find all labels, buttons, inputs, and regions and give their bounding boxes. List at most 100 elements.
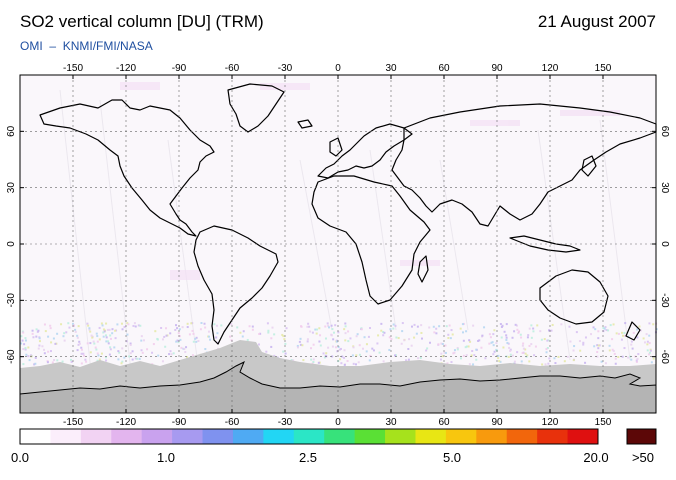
colorbar-label-20: 20.0 xyxy=(583,450,609,465)
noise-pixel xyxy=(369,327,372,330)
noise-pixel xyxy=(490,341,493,344)
lon-tick-label-top: -120 xyxy=(116,63,136,74)
noise-pixel xyxy=(181,326,184,329)
noise-pixel xyxy=(596,351,599,354)
noise-pixel xyxy=(614,357,617,360)
noise-pixel xyxy=(450,329,453,332)
map-title: SO2 vertical column [DU] (TRM) xyxy=(20,12,264,31)
noise-pixel xyxy=(213,323,216,326)
credit-institutions: KNMI/FMI/NASA xyxy=(62,39,153,53)
noise-pixel xyxy=(365,343,368,346)
noise-pixel xyxy=(24,339,27,342)
noise-pixel xyxy=(545,351,548,354)
noise-pixel xyxy=(351,354,354,357)
noise-pixel xyxy=(488,342,491,345)
colorbar-frame xyxy=(19,428,599,445)
noise-pixel xyxy=(52,337,55,340)
noise-pixel xyxy=(49,350,52,353)
noise-pixel xyxy=(242,330,245,333)
noise-pixel xyxy=(160,326,163,329)
noise-pixel xyxy=(80,346,83,349)
noise-pixel xyxy=(175,340,178,343)
noise-pixel xyxy=(528,344,531,347)
noise-pixel xyxy=(24,348,27,351)
lon-tick-label-top: 0 xyxy=(335,63,341,74)
noise-pixel xyxy=(407,348,410,351)
noise-pixel xyxy=(27,346,30,349)
noise-pixel xyxy=(95,332,98,335)
noise-pixel xyxy=(582,341,585,344)
colorbar-label-1: 1.0 xyxy=(156,450,176,465)
noise-pixel xyxy=(306,325,309,328)
noise-pixel xyxy=(505,334,508,337)
noise-pixel xyxy=(415,332,418,335)
colorbar-segment xyxy=(567,429,599,444)
noise-pixel xyxy=(495,342,498,345)
lat-tick-label-left: 30 xyxy=(6,182,17,194)
noise-pixel xyxy=(98,358,101,361)
noise-pixel xyxy=(609,324,612,327)
lon-tick-label-top: -90 xyxy=(172,63,187,74)
noise-pixel xyxy=(128,355,131,358)
noise-pixel xyxy=(97,354,100,357)
noise-pixel xyxy=(96,352,99,355)
noise-pixel xyxy=(498,360,501,363)
noise-pixel xyxy=(371,347,374,350)
noise-pixel xyxy=(195,340,198,343)
noise-pixel xyxy=(188,333,191,336)
noise-pixel xyxy=(312,358,315,361)
noise-pixel xyxy=(400,342,403,345)
noise-pixel xyxy=(543,338,546,341)
noise-pixel xyxy=(117,358,120,361)
noise-pixel xyxy=(80,348,83,351)
lon-tick-label-bottom: -90 xyxy=(172,417,187,428)
noise-pixel xyxy=(43,323,46,326)
noise-pixel xyxy=(204,326,207,329)
noise-pixel xyxy=(470,354,473,357)
noise-pixel xyxy=(530,343,533,346)
noise-pixel xyxy=(401,330,404,333)
noise-pixel xyxy=(33,363,36,366)
noise-pixel xyxy=(46,361,49,364)
noise-pixel xyxy=(611,348,614,351)
noise-pixel xyxy=(330,324,333,327)
lat-tick-label-left: -60 xyxy=(6,349,17,364)
noise-pixel xyxy=(382,360,385,363)
noise-pixel xyxy=(505,323,508,326)
noise-pixel xyxy=(41,345,44,348)
noise-pixel xyxy=(109,348,112,351)
noise-pixel xyxy=(492,333,495,336)
noise-pixel xyxy=(296,344,299,347)
noise-pixel xyxy=(622,334,625,337)
noise-pixel xyxy=(332,338,335,341)
lat-tick-label-right: 60 xyxy=(659,126,670,138)
noise-pixel xyxy=(515,324,518,327)
noise-pixel xyxy=(38,337,41,340)
noise-pixel xyxy=(432,325,435,328)
lon-tick-label-top: 150 xyxy=(595,63,612,74)
noise-pixel xyxy=(462,339,465,342)
noise-pixel xyxy=(493,329,496,332)
noise-pixel xyxy=(441,342,444,345)
noise-pixel xyxy=(447,337,450,340)
coastline-north-america xyxy=(39,99,215,237)
noise-pixel xyxy=(632,331,635,334)
noise-pixel xyxy=(541,363,544,366)
noise-pixel xyxy=(270,345,273,348)
colorbar-segment xyxy=(263,429,295,444)
noise-pixel xyxy=(416,325,419,328)
noise-pixel xyxy=(126,333,129,336)
noise-pixel xyxy=(186,326,189,329)
noise-pixel xyxy=(314,328,317,331)
noise-pixel xyxy=(184,351,187,354)
noise-pixel xyxy=(307,322,310,325)
noise-pixel xyxy=(358,353,361,356)
noise-pixel xyxy=(104,356,107,359)
noise-pixel xyxy=(51,361,54,364)
coastline-indonesia xyxy=(509,235,581,253)
noise-pixel xyxy=(35,335,38,338)
noise-pixel xyxy=(484,357,487,360)
latitude-ticks-left: 60 30 0 -30 -60 xyxy=(6,125,24,364)
noise-pixel xyxy=(639,329,642,332)
noise-pixel xyxy=(230,323,233,326)
